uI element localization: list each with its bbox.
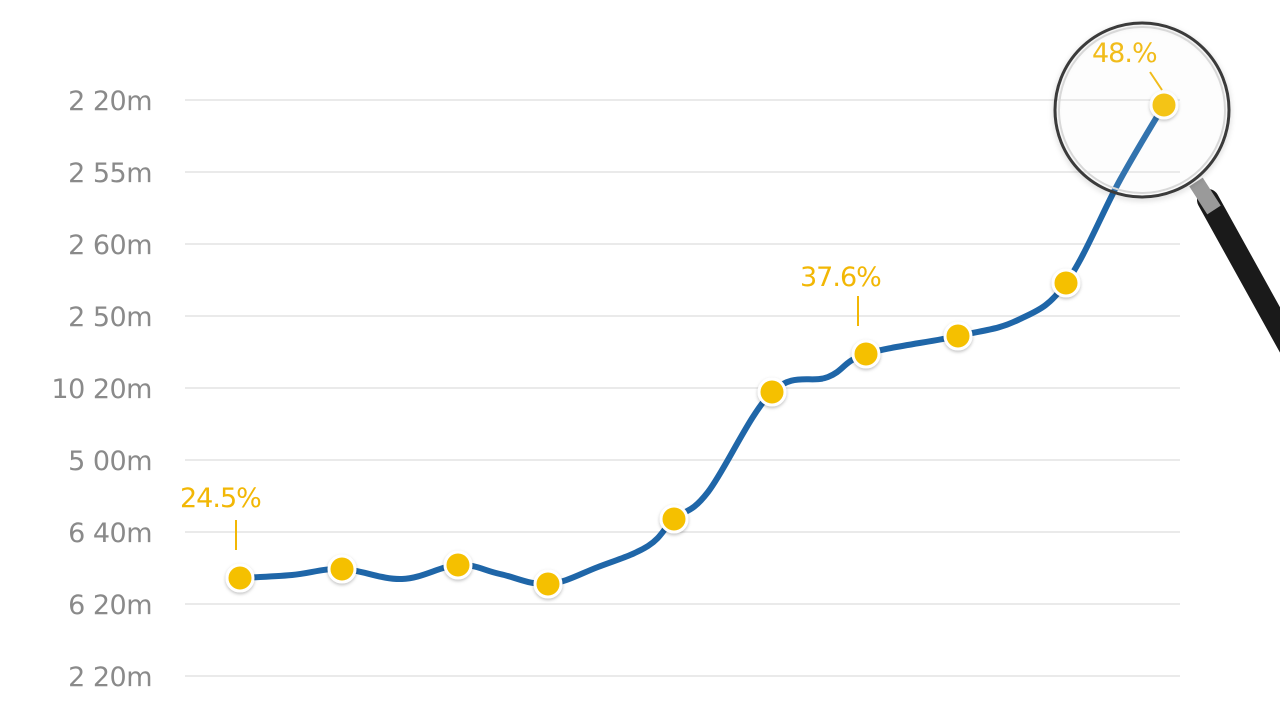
data-point-marker	[659, 504, 689, 534]
y-tick-label: 2 20m	[68, 86, 152, 117]
magnifier-handle	[1197, 189, 1280, 353]
y-axis-tick-labels: 2 20m 2 55m 2 60m 2 50m 10 20m 5 00m 6 40m 6 20…	[51, 86, 152, 693]
y-tick-label: 6 40m	[68, 518, 152, 549]
data-point-marker	[851, 339, 881, 369]
y-tick-label: 6 20m	[68, 590, 152, 621]
data-point-marker	[225, 563, 255, 593]
y-tick-label: 2 55m	[68, 158, 152, 189]
magnifier-lens	[1053, 21, 1231, 199]
magnifier-icon	[1053, 21, 1280, 353]
y-tick-label: 5 00m	[68, 446, 152, 477]
magnifier-collar	[1189, 177, 1221, 215]
y-tick-label: 2 20m	[68, 662, 152, 693]
y-tick-label: 2 50m	[68, 302, 152, 333]
data-markers	[225, 90, 1179, 599]
series-line	[237, 102, 1167, 588]
data-point-marker	[943, 321, 973, 351]
y-tick-label: 10 20m	[51, 374, 152, 405]
data-point-marker	[443, 550, 473, 580]
grid-lines	[185, 99, 1180, 677]
series-path	[237, 102, 1167, 588]
data-point-marker	[1051, 268, 1081, 298]
annotation-label: 37.6%	[800, 262, 881, 293]
data-point-marker	[533, 569, 563, 599]
annotation-label: 24.5%	[180, 483, 261, 514]
data-point-marker	[757, 377, 787, 407]
annotations: 24.5%37.6%48.%	[180, 38, 1163, 550]
data-point-marker	[327, 554, 357, 584]
magnifier-rim	[1058, 26, 1226, 194]
y-tick-label: 2 60m	[68, 230, 152, 261]
